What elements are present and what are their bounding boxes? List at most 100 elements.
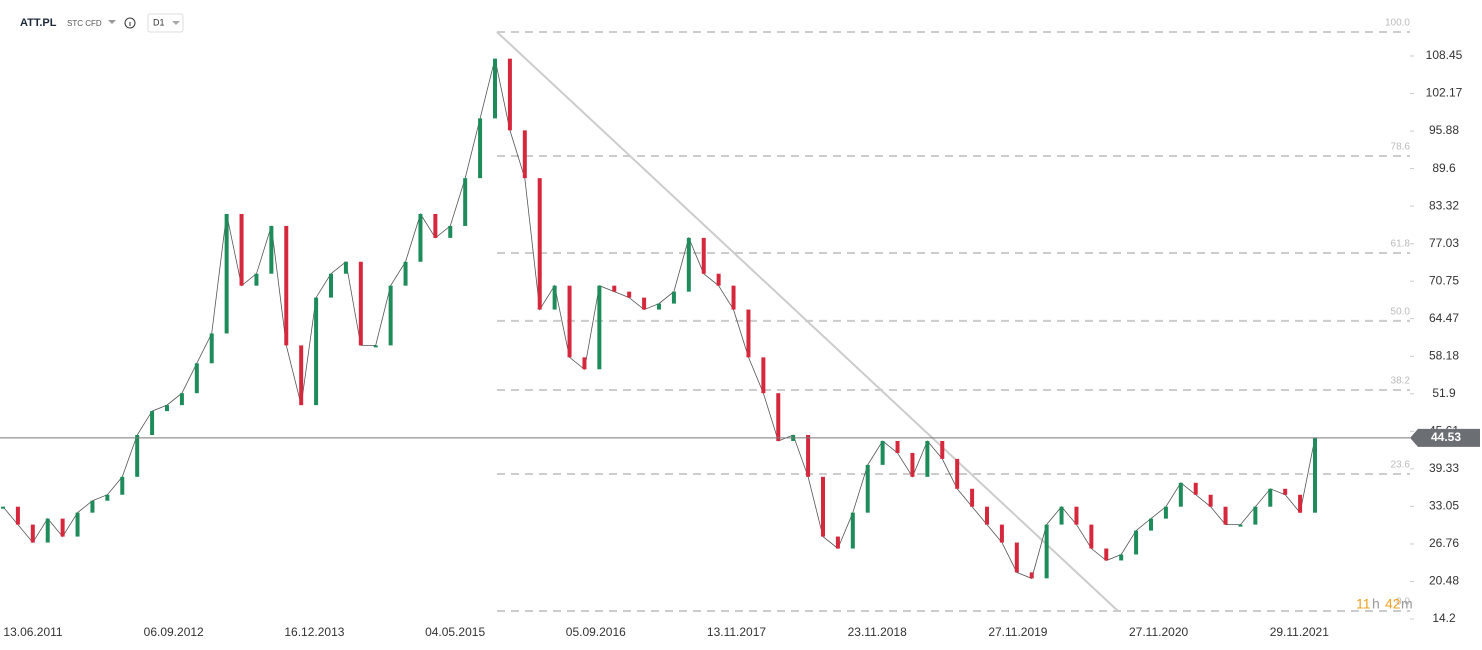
info-icon[interactable]	[124, 17, 136, 29]
candle	[150, 411, 155, 436]
candle	[1029, 572, 1034, 579]
candle	[955, 458, 960, 489]
timer-m: m	[1401, 596, 1413, 612]
y-tick-label: 89.6	[1432, 161, 1456, 175]
fib-label: 61.8	[1391, 239, 1411, 250]
candle	[15, 506, 20, 525]
candle	[1208, 494, 1213, 507]
fib-label: 38.2	[1391, 376, 1411, 387]
candle	[895, 440, 900, 453]
candle	[239, 213, 244, 286]
x-tick-label: 13.11.2017	[707, 625, 766, 639]
candle	[657, 303, 661, 310]
candle	[1089, 524, 1094, 549]
y-tick-label: 108.45	[1426, 48, 1463, 62]
candle	[552, 285, 557, 310]
current-price-box	[1410, 428, 1480, 447]
candle	[1044, 524, 1049, 579]
candle	[30, 524, 35, 543]
candle	[418, 213, 423, 262]
candle	[671, 291, 676, 304]
candle	[1163, 506, 1168, 519]
interval-box[interactable]	[147, 13, 184, 33]
candle	[1178, 482, 1183, 507]
x-tick-label: 16.12.2013	[284, 625, 344, 639]
candle	[776, 393, 781, 441]
candle	[388, 285, 393, 346]
candle	[1134, 530, 1139, 555]
fib-label: 100.0	[1385, 18, 1410, 29]
candle	[254, 273, 259, 286]
candle	[567, 285, 572, 358]
candle	[1298, 494, 1303, 513]
candle	[746, 309, 751, 358]
candle	[60, 518, 65, 537]
candle	[716, 273, 721, 286]
trendline	[496, 31, 1119, 612]
candle	[1074, 506, 1079, 525]
candle	[835, 536, 840, 549]
candle	[343, 261, 348, 274]
candle	[701, 237, 706, 274]
candle	[373, 345, 378, 348]
candle	[1, 506, 5, 509]
candle	[135, 435, 140, 477]
candle	[1238, 524, 1243, 527]
price-line	[2, 58, 1316, 579]
candle	[880, 440, 885, 465]
instrument[interactable]: STC CFD	[67, 19, 102, 28]
y-tick-label: 14.2	[1432, 611, 1456, 625]
candle	[120, 476, 125, 495]
y-tick-label: 39.33	[1429, 461, 1459, 475]
candle	[850, 512, 855, 549]
candle	[358, 261, 363, 346]
candle	[1014, 542, 1019, 573]
candle	[1223, 506, 1228, 525]
candle	[1119, 554, 1124, 561]
x-tick-label: 06.09.2012	[144, 625, 204, 639]
y-tick-label: 26.76	[1429, 536, 1459, 550]
candle	[1059, 506, 1064, 525]
candle	[597, 285, 602, 370]
timer-h: h	[1372, 596, 1380, 612]
candle	[403, 261, 408, 286]
candle	[224, 213, 229, 334]
fib-label: 0.0	[1396, 597, 1410, 608]
y-tick-label: 20.48	[1429, 574, 1459, 588]
fib-label: 78.6	[1391, 142, 1411, 153]
interval[interactable]: D1	[153, 17, 165, 27]
x-tick-label: 05.09.2016	[566, 625, 626, 639]
x-tick-label: 29.11.2021	[1270, 625, 1329, 639]
candle	[179, 393, 184, 406]
y-tick-label: 64.47	[1429, 311, 1459, 325]
y-tick-label: 58.18	[1429, 348, 1459, 362]
y-tick-label: 51.9	[1432, 386, 1456, 400]
dropdown-arrow[interactable]	[108, 20, 116, 24]
candle	[1268, 488, 1273, 507]
candle	[985, 506, 989, 525]
candle	[194, 363, 199, 394]
candle	[314, 297, 319, 406]
fib-label: 50.0	[1391, 307, 1411, 318]
candle	[999, 524, 1004, 543]
x-tick-label: 27.11.2019	[988, 625, 1047, 639]
x-tick-label: 04.05.2015	[425, 625, 485, 639]
x-tick-label: 27.11.2020	[1129, 625, 1188, 639]
y-tick-label: 70.75	[1429, 273, 1459, 287]
candle	[1149, 518, 1153, 531]
candle	[686, 237, 691, 292]
y-tick-label: 95.88	[1429, 123, 1459, 137]
candle	[910, 452, 915, 477]
candle	[582, 357, 587, 370]
candle	[45, 518, 50, 543]
dropdown-arrow	[172, 21, 180, 25]
candle	[537, 178, 542, 310]
candle	[493, 58, 497, 119]
candle	[165, 405, 169, 412]
candle	[627, 291, 632, 298]
candle	[329, 273, 333, 298]
candle	[209, 333, 214, 364]
candle	[105, 494, 110, 501]
y-tick-label: 33.05	[1429, 499, 1459, 513]
